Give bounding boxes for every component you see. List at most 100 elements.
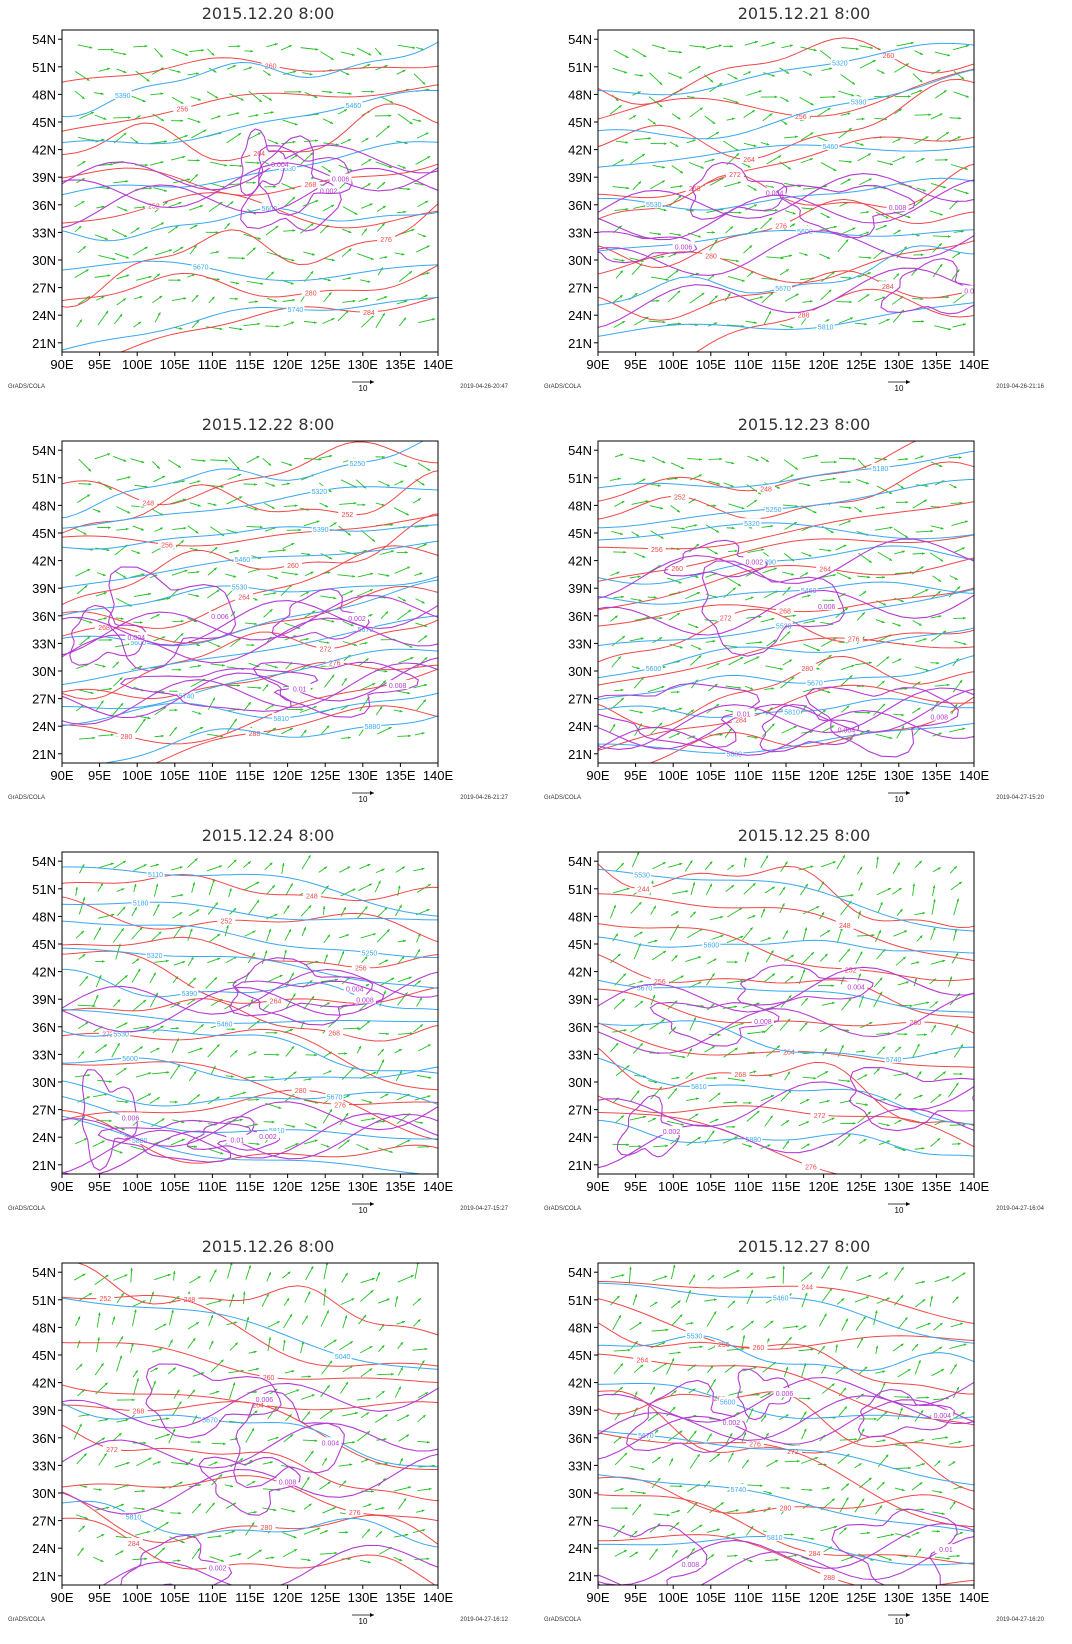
humidity-contour	[81, 1069, 138, 1172]
wind-arrowhead	[846, 1483, 849, 1487]
wind-arrowhead	[156, 1047, 160, 1051]
wind-arrowhead	[399, 1558, 403, 1561]
wind-arrowhead	[716, 704, 720, 707]
wind-vector	[397, 113, 413, 125]
wind-arrowhead	[731, 461, 735, 465]
lon-tick-label: 90E	[50, 357, 73, 372]
lon-tick-label: 120E	[272, 768, 303, 783]
wind-arrowhead	[311, 1394, 315, 1397]
wind-arrowhead	[232, 1382, 236, 1386]
wind-arrowhead	[101, 1437, 105, 1441]
wind-arrowhead	[732, 1533, 736, 1536]
humidity-label: 0.01	[293, 686, 307, 693]
wind-arrowhead	[790, 975, 794, 979]
wind-arrowhead	[236, 112, 240, 115]
wind-arrowhead	[254, 622, 257, 626]
wind-vector	[376, 726, 392, 735]
wind-arrowhead	[125, 527, 129, 531]
lat-tick-label: 48N	[568, 1320, 592, 1335]
isotherm-label: 264	[743, 157, 755, 164]
wind-arrowhead	[106, 1506, 110, 1510]
wind-arrowhead	[657, 1523, 661, 1527]
lat-tick-label: 21N	[568, 1569, 592, 1584]
wind-arrowhead	[625, 208, 629, 211]
wind-arrowhead	[352, 574, 356, 578]
lon-tick-label: 105E	[696, 357, 727, 372]
wind-vector	[321, 1360, 333, 1375]
wind-arrowhead	[179, 327, 183, 330]
wind-arrowhead	[398, 1386, 401, 1390]
wind-arrowhead	[292, 993, 296, 997]
wind-arrowhead	[879, 1505, 882, 1509]
wind-arrowhead	[115, 661, 119, 665]
contour-label-bg	[235, 591, 254, 601]
contour-label-bg	[146, 868, 165, 878]
isotherm-label: 248	[184, 1297, 196, 1304]
wind-arrowhead	[180, 101, 184, 104]
lon-tick-label: 125E	[846, 1179, 877, 1194]
wind-arrowhead	[331, 674, 335, 678]
isohypse-contour	[598, 979, 974, 1013]
wind-arrowhead	[623, 1550, 627, 1553]
wind-arrowhead	[937, 591, 941, 594]
wind-arrowhead	[886, 1297, 890, 1301]
wind-vector	[650, 180, 666, 190]
isohypse-label: 5600	[646, 666, 662, 673]
humidity-contour	[736, 964, 874, 1006]
wind-arrowhead	[137, 968, 141, 972]
wind-arrowhead	[382, 1120, 386, 1123]
wind-arrowhead	[348, 230, 352, 233]
wind-arrowhead	[271, 1556, 275, 1559]
wind-arrowhead	[406, 1434, 410, 1438]
wind-arrowhead	[808, 554, 812, 557]
wind-arrowhead	[771, 617, 775, 621]
wind-arrowhead	[362, 503, 366, 507]
wind-arrowhead	[403, 317, 406, 321]
wind-arrowhead	[142, 205, 146, 209]
wind-arrowhead	[147, 716, 151, 720]
wind-arrowhead	[422, 1414, 426, 1418]
wind-arrowhead	[365, 1147, 369, 1150]
wind-vector	[685, 1430, 697, 1445]
contour-label-bg	[96, 1293, 115, 1303]
wind-arrowhead	[179, 912, 183, 915]
wind-arrowhead	[211, 52, 215, 56]
wind-arrowhead	[353, 643, 357, 646]
humidity-contour	[649, 1001, 780, 1047]
wind-arrowhead	[220, 1559, 224, 1562]
wind-vector	[840, 74, 856, 85]
wind-arrowhead	[741, 1347, 745, 1351]
wind-arrowhead	[306, 1476, 310, 1480]
wind-arrowhead	[810, 132, 814, 135]
wind-arrowhead	[257, 132, 261, 136]
wind-arrowhead	[290, 1434, 294, 1438]
humidity-contour	[663, 539, 769, 578]
wind-arrowhead	[665, 1144, 668, 1148]
humidity-contour	[849, 1067, 974, 1132]
wind-arrowhead	[326, 641, 330, 644]
wind-arrowhead	[677, 1510, 680, 1513]
wind-arrowhead	[383, 990, 386, 994]
wind-arrowhead	[736, 1270, 740, 1273]
wind-arrowhead	[275, 141, 279, 145]
wind-arrowhead	[858, 1463, 862, 1466]
lon-tick-label: 90E	[586, 1590, 609, 1605]
wind-arrowhead	[417, 949, 420, 953]
wind-arrowhead	[920, 253, 924, 257]
contour-label-bg	[816, 321, 835, 331]
isohypse-label: 5810	[767, 1535, 783, 1542]
wind-arrowhead	[925, 484, 929, 488]
lon-tick-label: 95E	[88, 768, 111, 783]
wind-arrowhead	[731, 117, 735, 121]
lon-tick-label: 130E	[884, 768, 915, 783]
isotherm-contour	[598, 684, 974, 751]
isotherm-contour	[598, 240, 974, 284]
wind-arrowhead	[326, 1310, 329, 1314]
isotherm-label: 248	[839, 923, 851, 930]
wind-arrowhead	[858, 509, 862, 513]
lat-tick-label: 21N	[32, 1158, 56, 1173]
isotherm-contour	[598, 441, 918, 502]
isotherm-label: 280	[801, 666, 813, 673]
isohypse-label: 5600	[122, 1056, 138, 1063]
wind-arrowhead	[345, 1113, 349, 1117]
